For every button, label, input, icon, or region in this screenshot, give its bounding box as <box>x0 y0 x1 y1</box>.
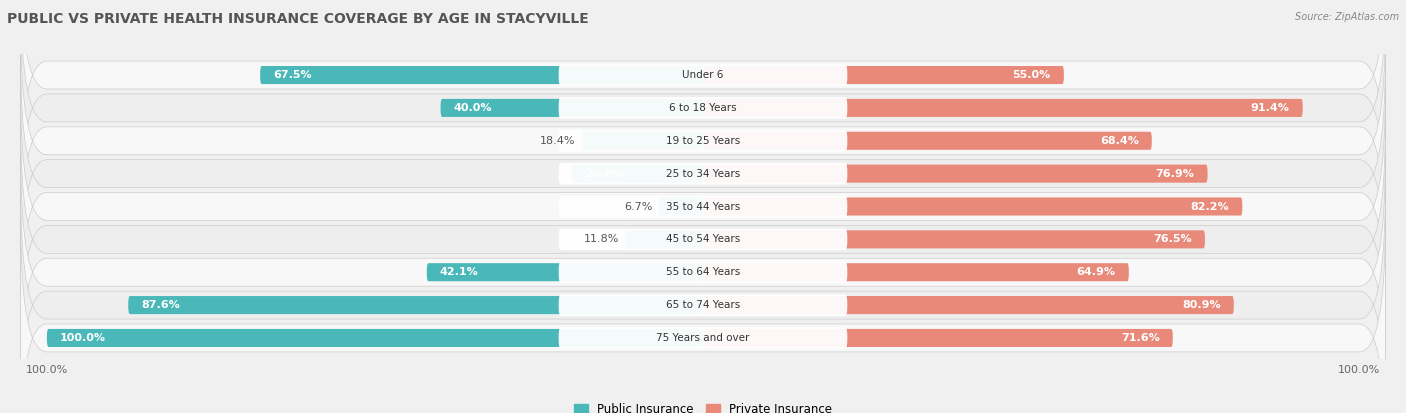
FancyBboxPatch shape <box>21 155 1385 390</box>
FancyBboxPatch shape <box>427 263 703 281</box>
Text: PUBLIC VS PRIVATE HEALTH INSURANCE COVERAGE BY AGE IN STACYVILLE: PUBLIC VS PRIVATE HEALTH INSURANCE COVER… <box>7 12 589 26</box>
FancyBboxPatch shape <box>572 165 703 183</box>
Text: 19 to 25 Years: 19 to 25 Years <box>666 136 740 146</box>
FancyBboxPatch shape <box>703 99 1303 117</box>
Text: 20.0%: 20.0% <box>585 169 623 179</box>
Text: 18.4%: 18.4% <box>540 136 575 146</box>
FancyBboxPatch shape <box>703 197 1243 216</box>
Text: 68.4%: 68.4% <box>1099 136 1139 146</box>
FancyBboxPatch shape <box>703 230 1205 248</box>
Text: 55.0%: 55.0% <box>1012 70 1050 80</box>
FancyBboxPatch shape <box>128 296 703 314</box>
Text: 76.9%: 76.9% <box>1156 169 1195 179</box>
Text: 71.6%: 71.6% <box>1121 333 1160 343</box>
FancyBboxPatch shape <box>21 23 1385 258</box>
Text: 6 to 18 Years: 6 to 18 Years <box>669 103 737 113</box>
FancyBboxPatch shape <box>703 329 1173 347</box>
Text: 35 to 44 Years: 35 to 44 Years <box>666 202 740 211</box>
FancyBboxPatch shape <box>558 261 848 283</box>
Text: 25 to 34 Years: 25 to 34 Years <box>666 169 740 179</box>
FancyBboxPatch shape <box>21 122 1385 357</box>
Text: 91.4%: 91.4% <box>1251 103 1289 113</box>
FancyBboxPatch shape <box>626 230 703 248</box>
FancyBboxPatch shape <box>21 188 1385 413</box>
FancyBboxPatch shape <box>21 0 1385 225</box>
Text: Under 6: Under 6 <box>682 70 724 80</box>
FancyBboxPatch shape <box>558 228 848 250</box>
FancyBboxPatch shape <box>558 97 848 119</box>
FancyBboxPatch shape <box>440 99 703 117</box>
FancyBboxPatch shape <box>582 132 703 150</box>
FancyBboxPatch shape <box>260 66 703 84</box>
Text: 11.8%: 11.8% <box>583 234 619 244</box>
FancyBboxPatch shape <box>703 66 1064 84</box>
FancyBboxPatch shape <box>703 296 1234 314</box>
Text: 75 Years and over: 75 Years and over <box>657 333 749 343</box>
FancyBboxPatch shape <box>558 294 848 316</box>
Text: 87.6%: 87.6% <box>142 300 180 310</box>
FancyBboxPatch shape <box>558 327 848 349</box>
FancyBboxPatch shape <box>703 263 1129 281</box>
Text: 42.1%: 42.1% <box>440 267 478 277</box>
FancyBboxPatch shape <box>21 221 1385 413</box>
Text: 64.9%: 64.9% <box>1077 267 1116 277</box>
Text: 45 to 54 Years: 45 to 54 Years <box>666 234 740 244</box>
FancyBboxPatch shape <box>558 130 848 152</box>
FancyBboxPatch shape <box>558 163 848 185</box>
FancyBboxPatch shape <box>659 197 703 216</box>
Legend: Public Insurance, Private Insurance: Public Insurance, Private Insurance <box>569 398 837 413</box>
FancyBboxPatch shape <box>21 56 1385 291</box>
Text: 55 to 64 Years: 55 to 64 Years <box>666 267 740 277</box>
Text: 40.0%: 40.0% <box>454 103 492 113</box>
FancyBboxPatch shape <box>46 329 703 347</box>
Text: 76.5%: 76.5% <box>1153 234 1192 244</box>
FancyBboxPatch shape <box>703 165 1208 183</box>
Text: 6.7%: 6.7% <box>624 202 652 211</box>
FancyBboxPatch shape <box>21 89 1385 324</box>
FancyBboxPatch shape <box>703 132 1152 150</box>
Text: 82.2%: 82.2% <box>1191 202 1229 211</box>
FancyBboxPatch shape <box>21 0 1385 192</box>
Text: 100.0%: 100.0% <box>60 333 105 343</box>
Text: 80.9%: 80.9% <box>1182 300 1220 310</box>
FancyBboxPatch shape <box>558 196 848 217</box>
Text: 67.5%: 67.5% <box>273 70 312 80</box>
FancyBboxPatch shape <box>558 64 848 86</box>
Text: 65 to 74 Years: 65 to 74 Years <box>666 300 740 310</box>
Text: Source: ZipAtlas.com: Source: ZipAtlas.com <box>1295 12 1399 22</box>
